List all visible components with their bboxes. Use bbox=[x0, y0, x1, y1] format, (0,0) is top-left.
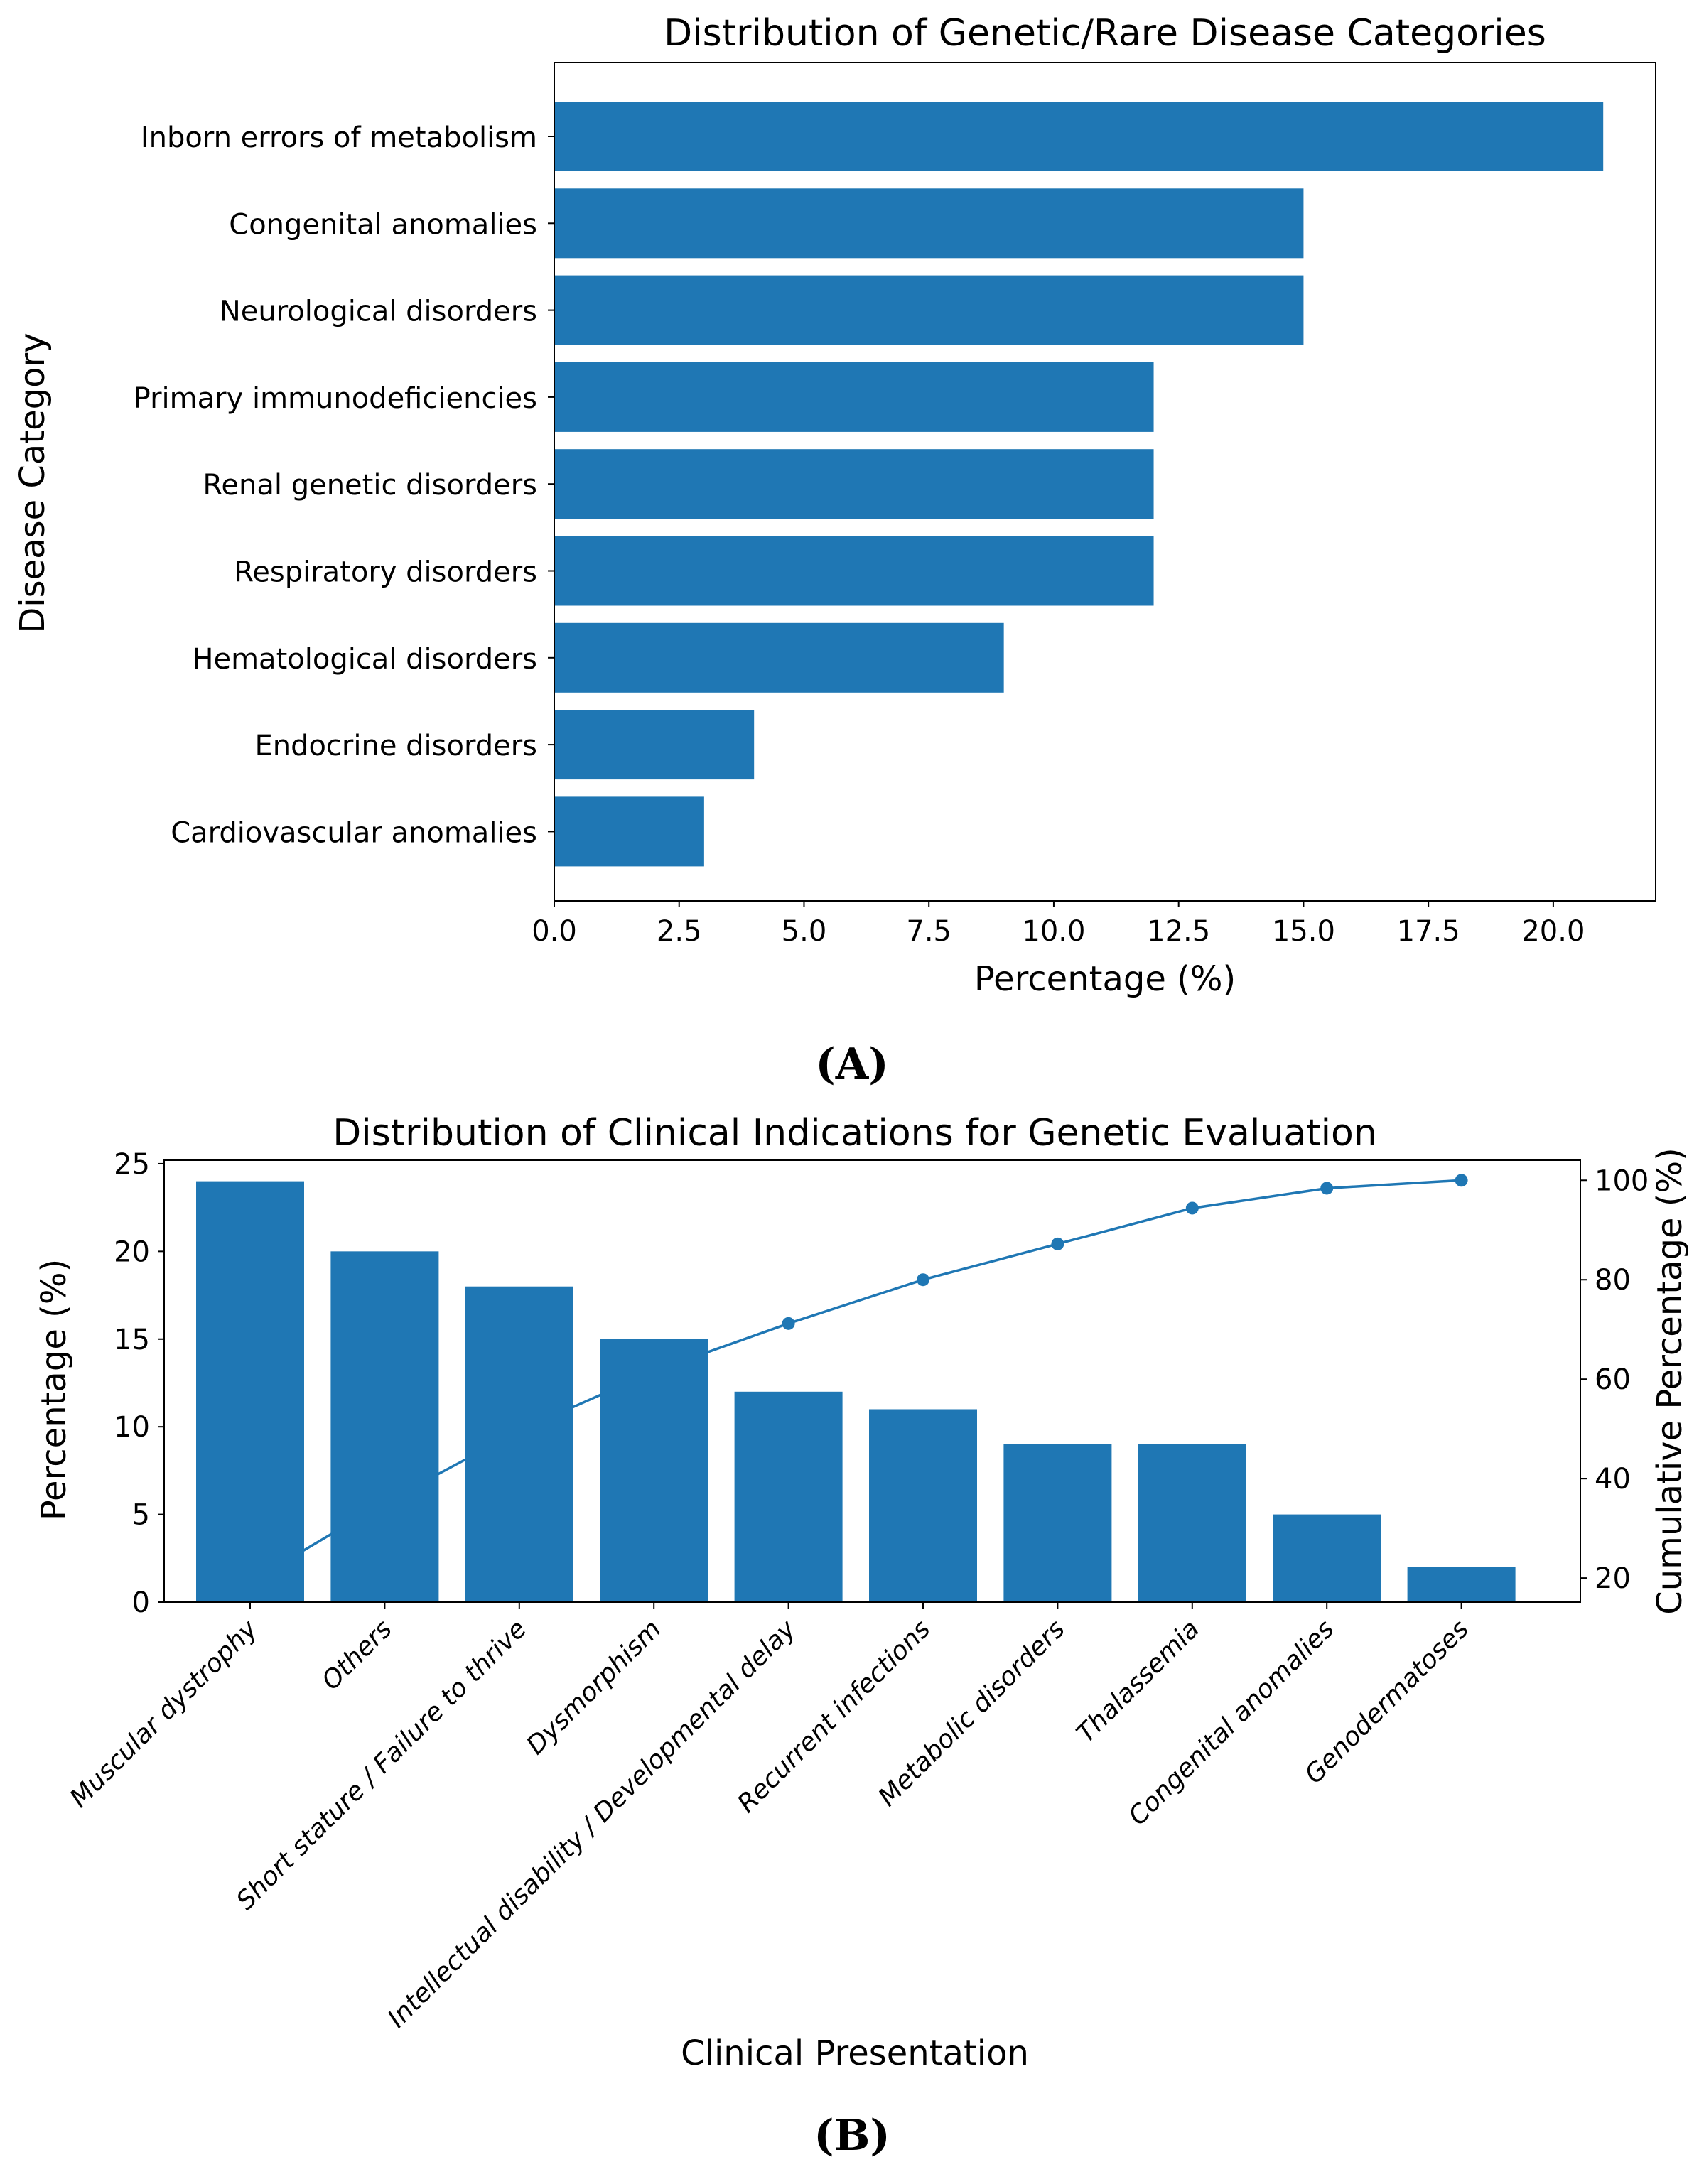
y-tick-label: 5 bbox=[132, 1499, 150, 1532]
bar bbox=[1273, 1514, 1381, 1602]
y-tick-label: 25 bbox=[114, 1148, 150, 1181]
cumulative-point bbox=[1455, 1174, 1468, 1187]
x-tick-label: 10.0 bbox=[1022, 915, 1085, 948]
y-tick-label: 20 bbox=[114, 1236, 150, 1268]
cumulative-point bbox=[1185, 1201, 1199, 1215]
x-tick-label: 2.5 bbox=[657, 915, 702, 948]
y-tick-label: 15 bbox=[114, 1324, 150, 1356]
chart-a: Distribution of Genetic/Rare Disease Cat… bbox=[13, 12, 1656, 1089]
chart-b-axes-frame bbox=[163, 1159, 1581, 1603]
bar bbox=[554, 188, 1304, 259]
chart-a-axes-frame bbox=[554, 62, 1656, 902]
right-y-tick-label: 80 bbox=[1595, 1264, 1631, 1297]
chart-b-bars bbox=[196, 1181, 1516, 1602]
bar bbox=[1407, 1567, 1516, 1602]
category-label: Primary immunodeficiencies bbox=[134, 382, 537, 415]
category-label: Muscular dystrophy bbox=[65, 1614, 264, 1813]
chart-a-x-ticks: 0.0 2.5 5.0 7.5 10.0 12.5 15.0 17.5 20.0 bbox=[532, 901, 1585, 948]
y-tick-label: 0 bbox=[132, 1586, 150, 1619]
category-label: Thalassemia bbox=[1072, 1614, 1206, 1748]
cumulative-point bbox=[1051, 1237, 1064, 1250]
bar bbox=[600, 1339, 708, 1602]
bar bbox=[196, 1181, 304, 1602]
panel-label-b: (B) bbox=[814, 2111, 890, 2161]
bar bbox=[554, 622, 1004, 693]
x-tick-label: 5.0 bbox=[782, 915, 827, 948]
chart-b-y-ticks: 0 5 10 15 20 25 bbox=[114, 1148, 164, 1619]
panel-label-a: (A) bbox=[815, 1039, 888, 1089]
chart-b-xlabel: Clinical Presentation bbox=[681, 2033, 1029, 2073]
bar bbox=[554, 536, 1154, 606]
category-label: Hematological disorders bbox=[192, 643, 537, 676]
chart-a-bars bbox=[554, 102, 1604, 867]
chart-b-ylabel-right: Cumulative Percentage (%) bbox=[1650, 1147, 1690, 1615]
category-label: Others bbox=[316, 1614, 398, 1696]
cumulative-line bbox=[249, 1179, 1462, 1584]
bar bbox=[869, 1409, 977, 1602]
category-label: Cardiovascular anomalies bbox=[171, 816, 537, 849]
x-tick-label: 20.0 bbox=[1521, 915, 1585, 948]
bar bbox=[554, 710, 755, 780]
x-tick-label: 15.0 bbox=[1272, 915, 1335, 948]
cumulative-point bbox=[917, 1273, 929, 1287]
chart-a-xlabel: Percentage (%) bbox=[974, 959, 1236, 999]
category-label: Renal genetic disorders bbox=[203, 469, 537, 502]
category-label: Neurological disorders bbox=[220, 296, 537, 328]
chart-b: Distribution of Clinical Indications for… bbox=[34, 1112, 1690, 2161]
category-label: Respiratory disorders bbox=[234, 556, 537, 589]
category-label: Inborn errors of metabolism bbox=[141, 121, 537, 154]
bar bbox=[554, 449, 1154, 519]
x-tick-label: 0.0 bbox=[532, 915, 577, 948]
cumulative-point bbox=[1320, 1182, 1334, 1195]
category-label: Endocrine disorders bbox=[254, 730, 537, 762]
right-y-tick-label: 40 bbox=[1595, 1463, 1631, 1496]
bar bbox=[1138, 1444, 1246, 1602]
x-tick-label: 7.5 bbox=[906, 915, 951, 948]
category-label: Dysmorphism bbox=[521, 1614, 667, 1760]
chart-a-category-labels: Inborn errors of metabolism Congenital an… bbox=[134, 121, 554, 849]
chart-b-ylabel: Percentage (%) bbox=[34, 1259, 74, 1520]
category-label: Congenital anomalies bbox=[229, 208, 537, 241]
cumulative-point bbox=[782, 1317, 795, 1330]
chart-b-right-y-ticks: 20 40 60 80 100 bbox=[1580, 1164, 1649, 1595]
chart-b-title: Distribution of Clinical Indications for… bbox=[333, 1112, 1377, 1155]
chart-a-title: Distribution of Genetic/Rare Disease Cat… bbox=[664, 12, 1546, 55]
right-y-tick-label: 60 bbox=[1595, 1363, 1631, 1396]
x-tick-label: 12.5 bbox=[1147, 915, 1210, 948]
bar bbox=[554, 275, 1304, 345]
bar bbox=[1003, 1444, 1112, 1602]
chart-a-ylabel: Disease Category bbox=[13, 333, 53, 633]
bar bbox=[734, 1391, 843, 1602]
bar bbox=[554, 796, 704, 867]
right-y-tick-label: 20 bbox=[1595, 1562, 1631, 1595]
bar bbox=[554, 362, 1154, 432]
y-tick-label: 10 bbox=[114, 1411, 150, 1444]
bar bbox=[330, 1251, 439, 1602]
x-tick-label: 17.5 bbox=[1397, 915, 1460, 948]
bar bbox=[465, 1286, 573, 1602]
category-label: Short stature / Failure to thrive bbox=[231, 1614, 532, 1915]
bar bbox=[554, 102, 1604, 171]
right-y-tick-label: 100 bbox=[1595, 1164, 1649, 1197]
